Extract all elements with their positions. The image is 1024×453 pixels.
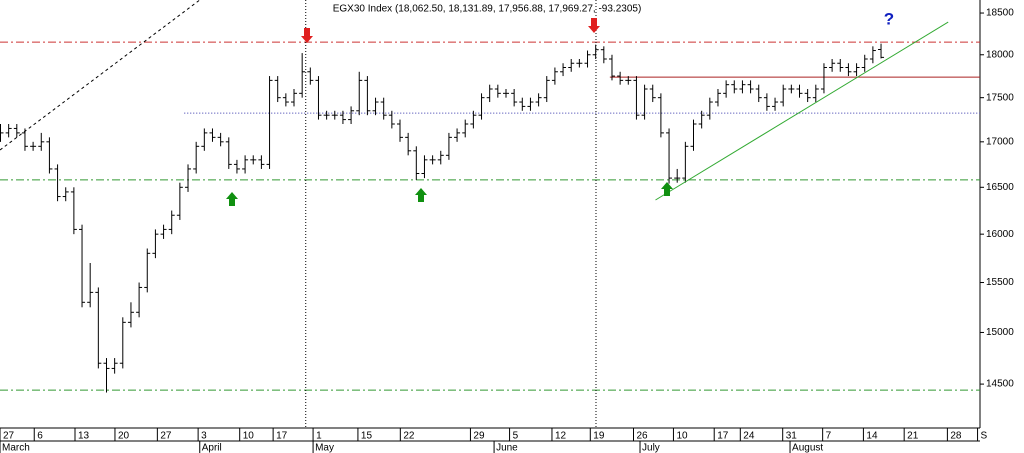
x-tick-label: S [981, 431, 988, 442]
y-tick-label: 17500 [986, 92, 1014, 103]
month-label: August [792, 443, 823, 453]
x-tick-label: 31 [786, 431, 798, 442]
x-tick-label: 7 [826, 431, 832, 442]
x-tick-label: 28 [950, 431, 962, 442]
x-tick-label: 13 [78, 431, 90, 442]
month-label: April [202, 443, 222, 453]
annotation: ? [884, 9, 894, 28]
x-tick-label: 5 [513, 431, 519, 442]
month-label: June [496, 443, 518, 453]
arrows [226, 18, 673, 206]
x-tick-label: 17 [276, 431, 288, 442]
trend-line [655, 21, 949, 201]
x-tick-label: 12 [555, 431, 567, 442]
y-tick-label: 16000 [986, 229, 1014, 240]
y-tick-label: 15500 [986, 277, 1014, 288]
month-label: March [2, 443, 30, 453]
x-tick-label: 20 [118, 431, 130, 442]
x-tick-label: 29 [473, 431, 485, 442]
x-tick-label: 27 [3, 431, 15, 442]
x-tick-label: 26 [636, 431, 648, 442]
up-arrow [415, 188, 427, 202]
x-tick-label: 10 [676, 431, 688, 442]
x-tick-label: 3 [201, 431, 207, 442]
y-tick-label: 17000 [986, 136, 1014, 147]
down-arrow [301, 28, 313, 43]
month-label: May [315, 443, 334, 453]
y-tick-label: 16500 [986, 182, 1014, 193]
x-tick-label: 24 [743, 431, 755, 442]
y-tick-label: 18500 [986, 8, 1014, 19]
up-arrow [226, 192, 238, 206]
chart-title: EGX30 Index (18,062.50, 18,131.89, 17,95… [333, 4, 642, 15]
x-tick-label: 19 [593, 431, 605, 442]
x-tick-label: 1 [316, 431, 322, 442]
y-tick-label: 14500 [986, 379, 1014, 390]
x-tick-label: 22 [403, 431, 415, 442]
y-tick-label: 18000 [986, 49, 1014, 60]
x-tick-label: 27 [160, 431, 172, 442]
x-tick-label: 6 [37, 431, 43, 442]
up-arrow [661, 182, 673, 196]
month-label: July [642, 443, 660, 453]
x-tick-label: 21 [907, 431, 919, 442]
x-tick-label: 15 [361, 431, 373, 442]
y-tick-label: 15000 [986, 327, 1014, 338]
down-arrow [588, 18, 600, 33]
x-tick-label: 14 [866, 431, 878, 442]
x-tick-label: 10 [243, 431, 255, 442]
x-tick-label: 17 [717, 431, 729, 442]
